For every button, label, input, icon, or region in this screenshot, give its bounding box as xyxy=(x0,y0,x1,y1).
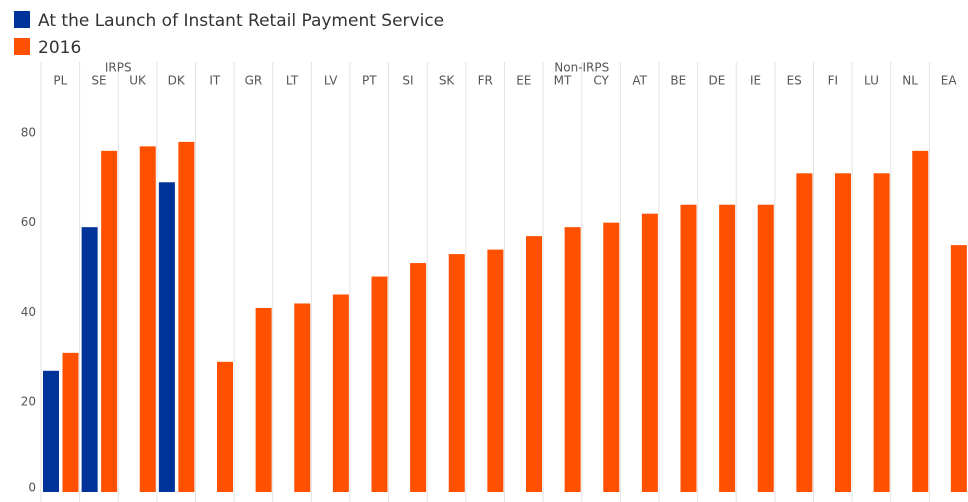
bar xyxy=(757,204,774,492)
legend-swatch xyxy=(14,38,30,55)
bar xyxy=(178,141,195,492)
bar xyxy=(873,173,890,493)
x-tick-label: GR xyxy=(245,74,263,88)
x-tick-label: UK xyxy=(129,74,147,88)
bar xyxy=(158,182,175,492)
x-tick-label: PL xyxy=(53,74,67,88)
x-tick-label: LT xyxy=(286,74,299,88)
x-tick-label: BE xyxy=(670,74,686,88)
x-tick-label: MT xyxy=(554,74,572,88)
bar xyxy=(217,361,233,492)
bar xyxy=(487,249,504,492)
bar xyxy=(62,352,79,492)
x-tick-label: FI xyxy=(828,74,838,88)
bar xyxy=(410,263,427,492)
x-tick-label: EE xyxy=(516,74,531,88)
bar xyxy=(912,150,929,492)
y-tick-label: 80 xyxy=(21,125,36,139)
y-tick-label: 20 xyxy=(21,395,36,409)
bar xyxy=(641,213,658,492)
bar xyxy=(564,227,581,492)
x-tick-label: ES xyxy=(787,74,802,88)
x-tick-label: CY xyxy=(593,74,609,88)
y-tick-label: 60 xyxy=(21,215,36,229)
bar xyxy=(603,222,620,492)
y-tick-label: 0 xyxy=(28,481,36,495)
bar xyxy=(43,370,59,492)
group-label: IRPS xyxy=(105,61,132,75)
x-tick-label: LV xyxy=(324,74,338,88)
x-tick-label: FR xyxy=(478,74,493,88)
x-tick-label: NL xyxy=(902,74,918,88)
x-tick-label: IT xyxy=(209,74,221,88)
legend-swatch xyxy=(14,11,30,28)
x-tick-label: IE xyxy=(750,74,761,88)
bar xyxy=(255,307,272,492)
bar xyxy=(139,146,156,492)
y-tick-label: 40 xyxy=(21,305,36,319)
bar xyxy=(332,294,349,492)
bar xyxy=(448,254,465,492)
bar xyxy=(526,236,542,492)
bar xyxy=(796,173,813,493)
x-tick-label: DK xyxy=(168,74,186,88)
x-tick-label: SE xyxy=(91,74,106,88)
bar xyxy=(835,173,851,493)
group-label: Non-IRPS xyxy=(554,61,609,75)
x-tick-label: DE xyxy=(709,74,726,88)
x-tick-label: SI xyxy=(402,74,413,88)
bar xyxy=(101,150,118,492)
legend-label: 2016 xyxy=(38,38,81,58)
x-tick-label: LU xyxy=(864,74,879,88)
bar xyxy=(81,227,98,492)
x-tick-label: PT xyxy=(362,74,377,88)
bar xyxy=(719,204,736,492)
bar xyxy=(950,245,967,492)
x-tick-label: SK xyxy=(439,74,456,88)
bar xyxy=(294,303,311,492)
x-tick-label: AT xyxy=(632,74,647,88)
bar xyxy=(371,276,388,492)
bar xyxy=(680,204,697,492)
legend-label: At the Launch of Instant Retail Payment … xyxy=(38,11,444,31)
x-tick-label: EA xyxy=(941,74,958,88)
